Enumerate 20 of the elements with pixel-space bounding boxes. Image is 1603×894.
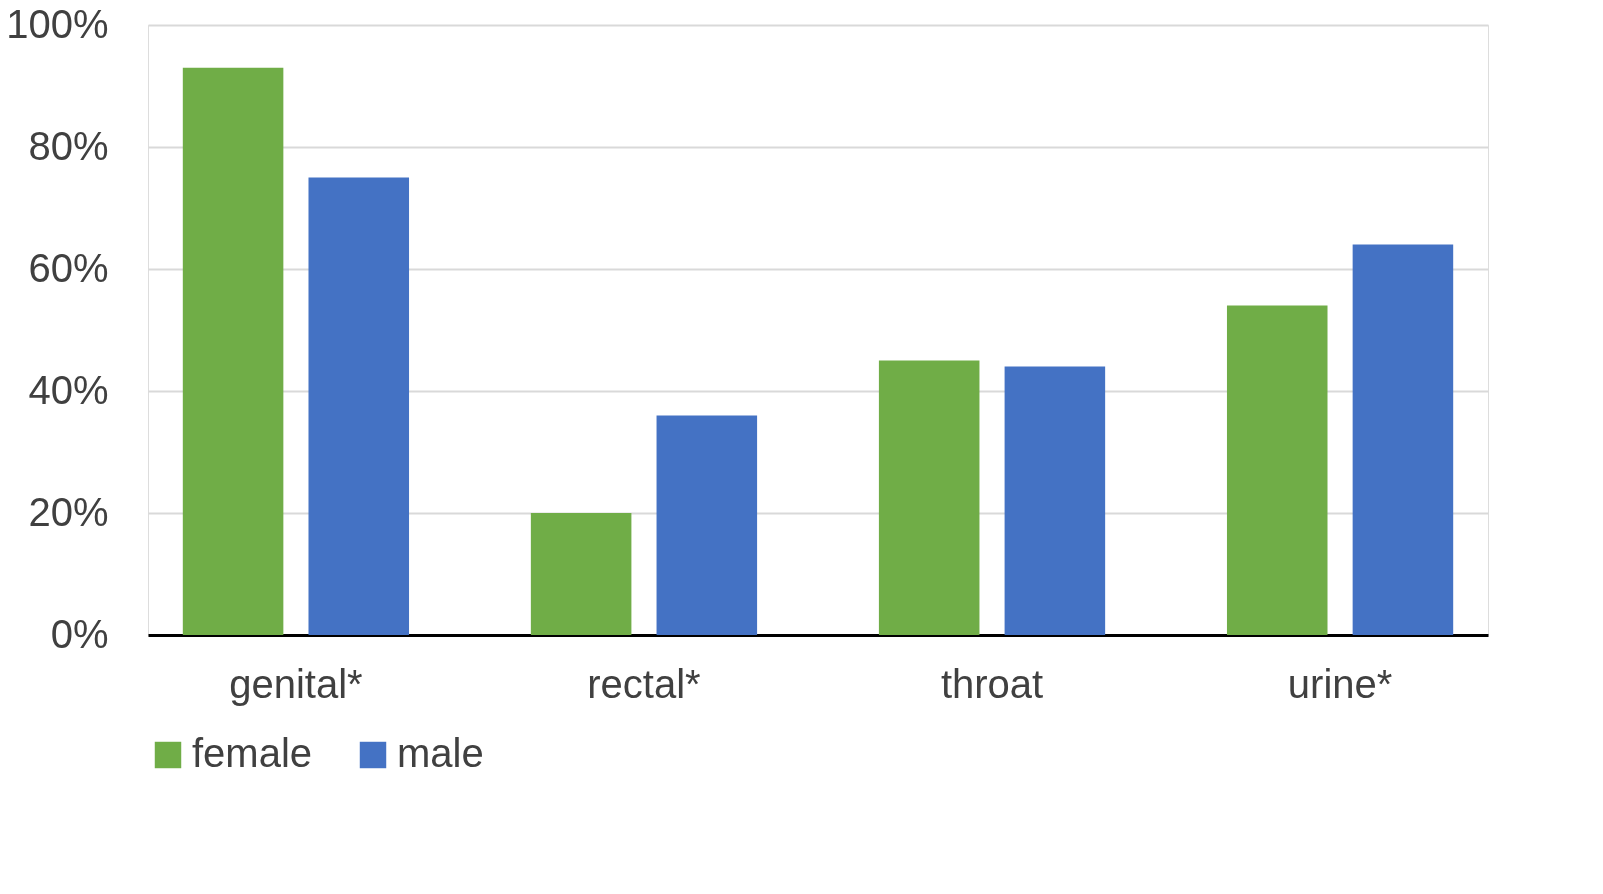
y-tick-label: 80% bbox=[28, 123, 109, 168]
bar bbox=[530, 513, 632, 635]
bar bbox=[308, 177, 410, 635]
x-tick-label: throat bbox=[940, 661, 1044, 706]
bar bbox=[182, 67, 284, 635]
y-tick-label: 100% bbox=[6, 1, 109, 46]
y-tick-label: 40% bbox=[28, 367, 109, 412]
y-tick-label: 0% bbox=[50, 611, 109, 656]
bar bbox=[878, 360, 980, 635]
y-tick-label: 20% bbox=[28, 489, 109, 534]
legend-label: male bbox=[397, 731, 484, 775]
bar bbox=[1226, 305, 1328, 635]
y-tick-label: 60% bbox=[28, 245, 109, 290]
bar bbox=[1004, 366, 1106, 635]
x-tick-label: urine* bbox=[1287, 661, 1393, 706]
bar bbox=[656, 415, 758, 635]
legend-label: female bbox=[192, 731, 313, 775]
x-tick-label: rectal* bbox=[587, 661, 701, 706]
bar bbox=[1352, 244, 1454, 635]
x-tick-label: genital* bbox=[229, 661, 363, 706]
